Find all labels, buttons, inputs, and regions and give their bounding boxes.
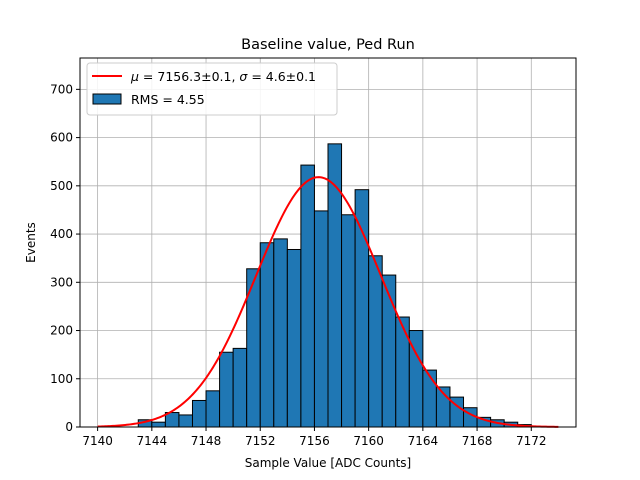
histogram-bar xyxy=(191,399,207,428)
histogram-bar xyxy=(354,189,370,428)
legend: μ = 7156.3±0.1, σ = 4.6±0.1 RMS = 4.55 xyxy=(86,62,338,116)
fit-curve-group xyxy=(97,176,559,428)
x-axis-title: Sample Value [ADC Counts] xyxy=(245,456,411,470)
legend-mu-value: = 7156.3±0.1, xyxy=(139,69,239,84)
histogram-bar xyxy=(300,164,315,428)
y-tick-label: 600 xyxy=(50,131,73,145)
histogram-bars xyxy=(137,143,532,428)
fit-curve xyxy=(97,176,559,428)
x-tick-label: 7144 xyxy=(137,434,168,448)
histogram-bar xyxy=(381,274,397,428)
x-tick-label: 7164 xyxy=(408,434,439,448)
y-tick-label: 200 xyxy=(50,324,73,338)
y-tick-label: 500 xyxy=(50,179,73,193)
x-tick-label: 7160 xyxy=(353,434,384,448)
histogram-bar xyxy=(219,351,234,428)
x-tick-label: 7168 xyxy=(462,434,493,448)
histogram-bar xyxy=(205,390,221,428)
x-tick-label: 7152 xyxy=(245,434,276,448)
x-tick-label: 7148 xyxy=(191,434,222,448)
legend-sigma-value: = 4.6±0.1 xyxy=(247,69,316,84)
y-axis-title: Events xyxy=(24,222,38,263)
plot-frame xyxy=(79,57,577,428)
histogram-bar xyxy=(395,316,410,428)
x-tick-label: 7156 xyxy=(299,434,330,448)
x-tick-label: 7172 xyxy=(516,434,547,448)
histogram-bar xyxy=(368,255,383,428)
axis-ticks: 7140 7144 7148 7152 7156 7160 7164 7168 7172 0 100… xyxy=(50,82,546,448)
chart-title: Baseline value, Ped Run xyxy=(241,37,415,53)
histogram-bar xyxy=(286,248,302,428)
y-tick-label: 0 xyxy=(65,420,73,434)
legend-mu-symbol: μ xyxy=(130,69,139,84)
histogram-bar xyxy=(259,242,275,428)
legend-box xyxy=(86,62,338,116)
y-tick-label: 100 xyxy=(50,372,73,386)
histogram-bar xyxy=(232,347,248,428)
histogram-bar xyxy=(151,421,166,428)
histogram-bar xyxy=(422,369,437,428)
legend-sigma-symbol: σ xyxy=(239,69,248,84)
y-tick-label: 400 xyxy=(50,227,73,241)
histogram-bar xyxy=(341,214,356,428)
histogram-bar xyxy=(273,238,288,428)
histogram-bar xyxy=(178,414,193,428)
legend-histogram-swatch xyxy=(92,93,122,105)
legend-fit-label: μ = 7156.3±0.1, σ = 4.6±0.1 xyxy=(130,69,316,84)
x-tick-label: 7140 xyxy=(82,434,113,448)
y-tick-label: 700 xyxy=(50,82,73,96)
legend-histogram-label: RMS = 4.55 xyxy=(131,92,205,107)
y-tick-label: 300 xyxy=(50,275,73,289)
histogram-bar xyxy=(313,210,329,428)
